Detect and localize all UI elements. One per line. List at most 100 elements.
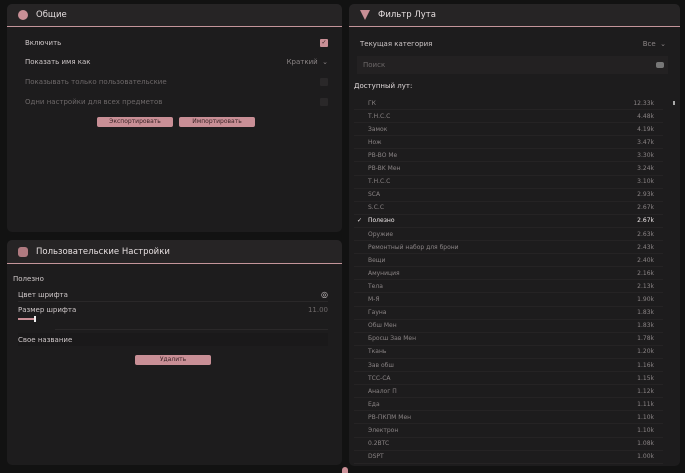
loot-item[interactable]: Т.Н.С.С 4.48k bbox=[354, 110, 663, 124]
delete-button[interactable]: Удалить bbox=[135, 355, 211, 365]
loot-item[interactable]: DSPT 1.00k bbox=[354, 451, 663, 464]
custom-panel: Пользовательские Настройки Полезно Цвет … bbox=[7, 240, 342, 465]
custom-header: Пользовательские Настройки bbox=[7, 240, 342, 264]
font-size-label: Размер шрифта bbox=[18, 306, 77, 314]
loot-item[interactable]: PB-BK Мен 3.24k bbox=[354, 163, 663, 176]
loot-item-value: 3.47k bbox=[637, 138, 654, 146]
enable-label: Включить bbox=[25, 39, 62, 47]
loot-item[interactable]: S.С.С 2.67k bbox=[354, 202, 663, 215]
loot-item-name: SCA bbox=[368, 191, 381, 199]
loot-item-name: Замок bbox=[368, 125, 388, 133]
search-icon[interactable] bbox=[656, 62, 664, 68]
loot-item-name: Еда bbox=[368, 400, 380, 408]
loot-item-value: 2.16k bbox=[637, 269, 654, 277]
loot-item-value: 1.15k bbox=[637, 374, 654, 382]
loot-item[interactable]: ТСС-СА 1.15k bbox=[354, 372, 663, 386]
color-picker-icon[interactable]: ◎ bbox=[321, 290, 328, 299]
loot-item[interactable]: Бросш Зав Мен 1.78k bbox=[354, 333, 663, 346]
loot-item-value: 2.67k bbox=[637, 217, 654, 225]
search-input[interactable]: Поиск bbox=[357, 56, 668, 74]
loot-item-name: Амуниция bbox=[368, 269, 400, 277]
gear-icon bbox=[18, 10, 28, 20]
loot-item[interactable]: PB-ПКПМ Мен 1.10k bbox=[354, 411, 663, 425]
loot-item-name: Ремонтный набор для брони bbox=[368, 243, 459, 251]
category-select[interactable]: Все ⌄ bbox=[642, 40, 666, 48]
loot-item[interactable]: Ткань 1.20k bbox=[354, 346, 663, 359]
slider-handle[interactable] bbox=[34, 316, 36, 322]
loot-item[interactable]: SCA 2.93k bbox=[354, 189, 663, 202]
loot-item[interactable]: Еда 1.11k bbox=[354, 398, 663, 412]
loot-item-name: PB-ПКПМ Мен bbox=[368, 413, 412, 421]
loot-item-value: 4.48k bbox=[637, 112, 654, 120]
loot-item-value: 1.08k bbox=[637, 440, 654, 448]
general-panel: Общие Включить ✓ Показать имя как Краткий … bbox=[7, 4, 342, 232]
show-name-select[interactable]: Краткий ⌄ bbox=[286, 58, 328, 66]
loot-item[interactable]: Обш Мен 1.83k bbox=[354, 320, 663, 333]
loot-header: Фильтр Лута bbox=[349, 4, 680, 27]
loot-item-value: 2.93k bbox=[637, 191, 654, 199]
loot-item-value: 1.83k bbox=[637, 322, 654, 330]
import-button[interactable]: Импортировать bbox=[179, 117, 255, 127]
loot-item-name: Электрон bbox=[368, 427, 399, 434]
loot-item[interactable]: Аналог П 1.12k bbox=[354, 385, 663, 399]
export-button[interactable]: Экспортировать bbox=[97, 117, 173, 127]
loot-item[interactable]: Замок 4.19k bbox=[354, 123, 663, 137]
user-settings-icon bbox=[18, 246, 28, 257]
loot-item[interactable]: Зав обш 1.16k bbox=[354, 359, 663, 372]
loot-item[interactable]: Оружие 2.63k bbox=[354, 228, 663, 241]
loot-item-value: 1.16k bbox=[637, 361, 654, 369]
font-size-slider[interactable] bbox=[18, 316, 36, 322]
loot-item[interactable]: Т.Н.С.С 3.10k bbox=[354, 176, 663, 189]
loot-item-name: Обш Мен bbox=[368, 322, 397, 330]
custom-only-label: Показывать только пользовательские bbox=[25, 78, 167, 86]
loot-item-name: Т.Н.С.С bbox=[368, 178, 391, 186]
loot-item-value: 2.40k bbox=[637, 256, 654, 264]
show-name-label: Показать имя как bbox=[25, 58, 91, 66]
loot-item[interactable]: Гауна 1.83k bbox=[354, 307, 663, 320]
custom-title: Пользовательские Настройки bbox=[36, 246, 170, 257]
loot-item[interactable]: Электрон 1.10k bbox=[354, 425, 663, 438]
loot-item-name: Ткань bbox=[368, 348, 387, 356]
loot-item-value: 4.19k bbox=[637, 125, 654, 133]
general-header: Общие bbox=[7, 4, 342, 27]
loot-item[interactable]: Вещи 2.40k bbox=[354, 254, 663, 268]
loot-item[interactable]: М-Я 1.90k bbox=[354, 294, 663, 307]
custom-item-label: Полезно bbox=[13, 275, 44, 283]
resize-handle[interactable] bbox=[342, 467, 348, 473]
loot-item-name: Тела bbox=[368, 282, 383, 290]
loot-item-value: 2.13k bbox=[637, 282, 654, 290]
font-color-label: Цвет шрифта bbox=[18, 290, 68, 299]
loot-item-name: М-Я bbox=[368, 296, 380, 303]
available-label: Доступный лут: bbox=[354, 82, 413, 90]
scrollbar[interactable] bbox=[673, 101, 675, 105]
loot-item[interactable]: Тела 2.13k bbox=[354, 280, 663, 294]
loot-item-value: 1.11k bbox=[637, 400, 654, 408]
loot-item-value: 1.00k bbox=[637, 453, 654, 461]
loot-item-value: 1.78k bbox=[637, 335, 654, 343]
loot-item-name: DSPT bbox=[368, 453, 384, 461]
loot-item[interactable]: Ремонтный набор для брони 2.43k bbox=[354, 241, 663, 255]
loot-item-name: Оружие bbox=[368, 230, 394, 238]
enable-checkbox[interactable]: ✓ bbox=[320, 39, 328, 47]
loot-item[interactable]: ГК 12.33k bbox=[354, 97, 663, 110]
same-settings-label: Одни настройки для всех предметов bbox=[25, 98, 163, 106]
filter-icon bbox=[360, 10, 370, 20]
loot-item[interactable]: Амуниция 2.16k bbox=[354, 267, 663, 281]
loot-item[interactable]: Нож 3.47k bbox=[354, 136, 663, 150]
loot-item-name: Аналог П bbox=[368, 387, 397, 395]
loot-item-name: ТСС-СА bbox=[368, 374, 391, 382]
loot-item-value: 12.33k bbox=[633, 99, 654, 107]
loot-item[interactable]: 0.2BTC 1.08k bbox=[354, 438, 663, 451]
loot-item-value: 2.63k bbox=[637, 230, 654, 238]
loot-item[interactable]: ✓ Полезно 2.67k bbox=[354, 215, 663, 228]
loot-item-name: Зав обш bbox=[368, 361, 394, 369]
loot-item-value: 3.10k bbox=[637, 178, 654, 186]
loot-item-value: 1.10k bbox=[637, 427, 654, 434]
divider bbox=[55, 329, 328, 330]
custom-only-checkbox[interactable] bbox=[320, 78, 328, 86]
loot-item-value: 1.10k bbox=[637, 413, 654, 421]
loot-item-name: Гауна bbox=[368, 309, 387, 317]
loot-item[interactable]: PB-BO Me 3.30k bbox=[354, 149, 663, 163]
custom-name-input[interactable]: Свое название bbox=[18, 335, 73, 344]
same-settings-checkbox[interactable] bbox=[320, 98, 328, 106]
